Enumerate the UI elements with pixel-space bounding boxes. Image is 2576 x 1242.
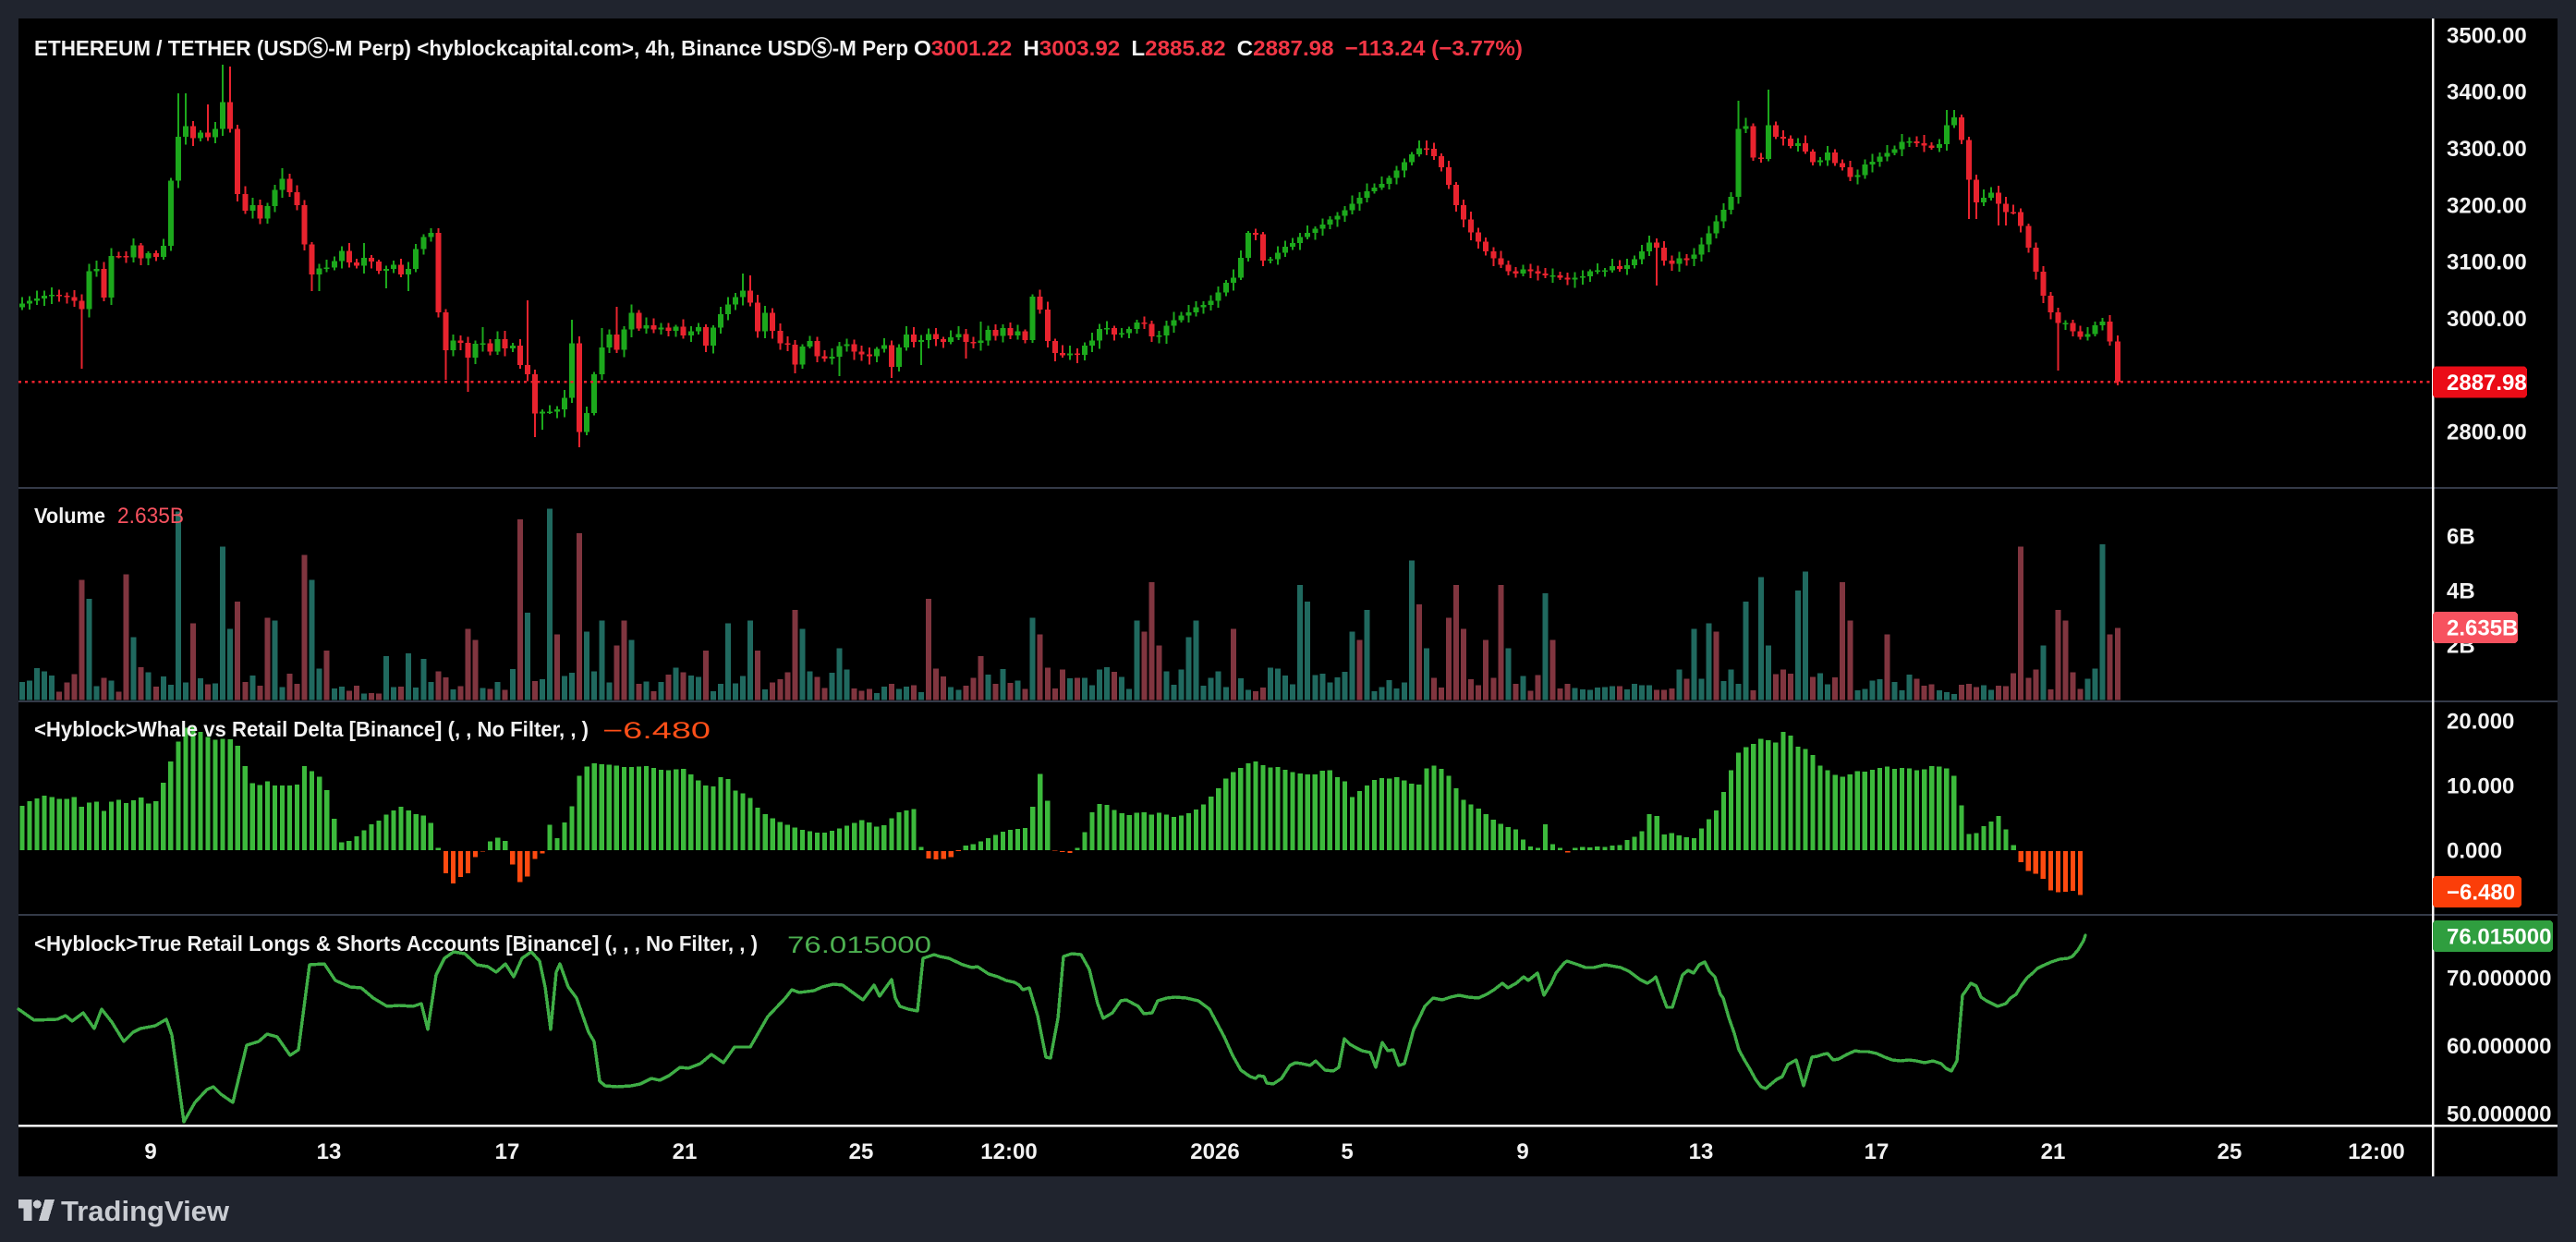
svg-text:17: 17 [495, 1139, 520, 1164]
svg-text:3200.00: 3200.00 [2447, 193, 2527, 218]
svg-text:O3001.22 H3003.92 L2885.82 C28: O3001.22 H3003.92 L2885.82 C2887.98 −113… [914, 36, 1523, 60]
svg-text:5: 5 [1341, 1139, 1353, 1164]
svg-text:2026: 2026 [1190, 1139, 1239, 1164]
svg-text:12:00: 12:00 [980, 1139, 1037, 1164]
svg-text:4B: 4B [2447, 579, 2475, 604]
svg-text:76.015000: 76.015000 [2447, 925, 2551, 950]
svg-text:Volume: Volume [34, 504, 105, 528]
svg-text:3400.00: 3400.00 [2447, 80, 2527, 105]
svg-text:−6.480: −6.480 [2447, 881, 2515, 906]
svg-text:20.000: 20.000 [2447, 709, 2514, 734]
svg-text:2.635B: 2.635B [117, 504, 184, 529]
svg-text:6B: 6B [2447, 524, 2475, 549]
svg-text:13: 13 [317, 1139, 342, 1164]
svg-text:3000.00: 3000.00 [2447, 307, 2527, 332]
svg-text:9: 9 [144, 1139, 156, 1164]
svg-text:70.000000: 70.000000 [2447, 966, 2551, 991]
svg-text:60.000000: 60.000000 [2447, 1034, 2551, 1059]
svg-text:76.015000: 76.015000 [787, 932, 931, 958]
svg-text:21: 21 [2041, 1139, 2066, 1164]
svg-text:3500.00: 3500.00 [2447, 23, 2527, 48]
svg-text:<Hyblock>True Retail Longs & S: <Hyblock>True Retail Longs & Shorts Acco… [34, 932, 758, 956]
svg-text:17: 17 [1865, 1139, 1889, 1164]
svg-text:25: 25 [2218, 1139, 2242, 1164]
svg-text:13: 13 [1689, 1139, 1714, 1164]
svg-text:0.000: 0.000 [2447, 838, 2502, 863]
svg-text:2887.98: 2887.98 [2447, 371, 2527, 396]
svg-text:3300.00: 3300.00 [2447, 137, 2527, 162]
svg-text:ETHEREUM / TETHER (USDⓈ-M Perp: ETHEREUM / TETHER (USDⓈ-M Perp) <hyblock… [34, 36, 908, 60]
svg-text:10.000: 10.000 [2447, 773, 2514, 798]
svg-text:9: 9 [1516, 1139, 1528, 1164]
svg-text:<Hyblock>Whale vs Retail Delta: <Hyblock>Whale vs Retail Delta [Binance]… [34, 717, 589, 741]
svg-text:2.635B: 2.635B [2447, 616, 2518, 641]
svg-text:TradingView: TradingView [61, 1195, 230, 1227]
svg-text:−6.480: −6.480 [602, 718, 711, 744]
svg-text:12:00: 12:00 [2348, 1139, 2404, 1164]
svg-text:3100.00: 3100.00 [2447, 250, 2527, 275]
svg-text:21: 21 [673, 1139, 698, 1164]
svg-text:2800.00: 2800.00 [2447, 420, 2527, 444]
svg-text:50.000000: 50.000000 [2447, 1102, 2551, 1126]
svg-text:25: 25 [849, 1139, 874, 1164]
